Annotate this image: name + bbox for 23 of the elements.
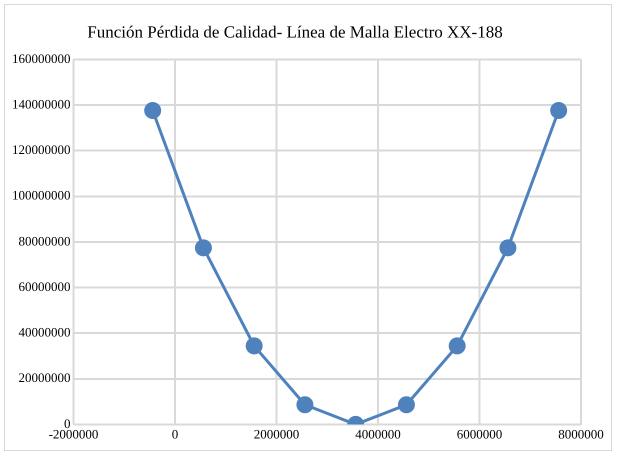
- point: [398, 396, 415, 414]
- chart-title: Función Pérdida de Calidad- Línea de Malla Electro XX-188: [87, 22, 503, 42]
- y-tick-label: 20000000: [18, 370, 70, 386]
- x-tick-label: 0: [172, 426, 178, 442]
- y-tick-label: 40000000: [18, 324, 70, 340]
- y-tick-label: 60000000: [18, 278, 70, 294]
- point: [144, 102, 162, 119]
- point: [448, 337, 466, 354]
- y-tick-label: 100000000: [12, 188, 70, 203]
- y-tick-label: 80000000: [18, 233, 70, 248]
- point: [246, 337, 263, 354]
- y-tick-label: 140000000: [12, 96, 70, 112]
- point: [194, 239, 212, 256]
- point: [550, 102, 568, 119]
- x-tick-label: 2000000: [254, 426, 300, 442]
- x-tick-label: 6000000: [456, 426, 502, 442]
- y-tick-label: 160000000: [12, 50, 70, 66]
- x-tick-label: 4000000: [355, 426, 401, 442]
- point: [296, 396, 314, 414]
- point: [499, 239, 516, 256]
- y-tick-label: 120000000: [12, 142, 70, 158]
- x-tick-label: 8000000: [558, 426, 604, 442]
- y-tick-label: 0: [64, 416, 70, 431]
